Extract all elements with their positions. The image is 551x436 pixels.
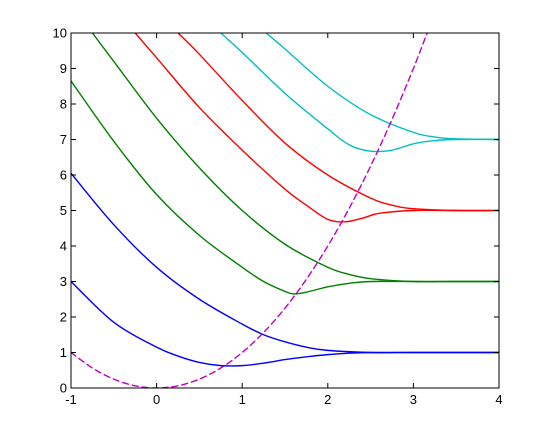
series-line-2 [71,172,499,354]
y-tick-label: 2 [60,310,67,325]
series-line-1 [71,280,499,367]
series-line-3 [71,80,499,295]
series-line-6 [177,33,499,212]
series-line-4 [91,33,499,283]
y-tick-label: 4 [60,239,67,254]
series-line-9 [71,33,428,388]
y-tick-label: 6 [60,168,67,183]
y-tick-label: 10 [53,26,67,41]
y-tick-label: 1 [60,345,67,360]
y-axis: 0 1 2 3 4 5 6 7 8 9 10 [53,26,499,396]
y-tick-label: 8 [60,97,67,112]
y-tick-label: 3 [60,274,67,289]
x-axis: -1 0 1 2 3 4 [65,33,503,407]
x-tick-label: 0 [153,392,160,407]
y-tick-label: 5 [60,203,67,218]
y-tick-label: 7 [60,132,67,147]
y-tick-label: 0 [60,381,67,396]
x-tick-label: 4 [495,392,502,407]
x-tick-label: 3 [410,392,417,407]
series-line-8 [265,33,499,141]
x-tick-label: 2 [324,392,331,407]
y-tick-label: 9 [60,61,67,76]
x-tick-label: 1 [239,392,246,407]
x-tick-label: -1 [65,392,77,407]
series-layer [71,33,499,388]
series-line-7 [220,33,499,153]
series-line-5 [134,33,499,223]
